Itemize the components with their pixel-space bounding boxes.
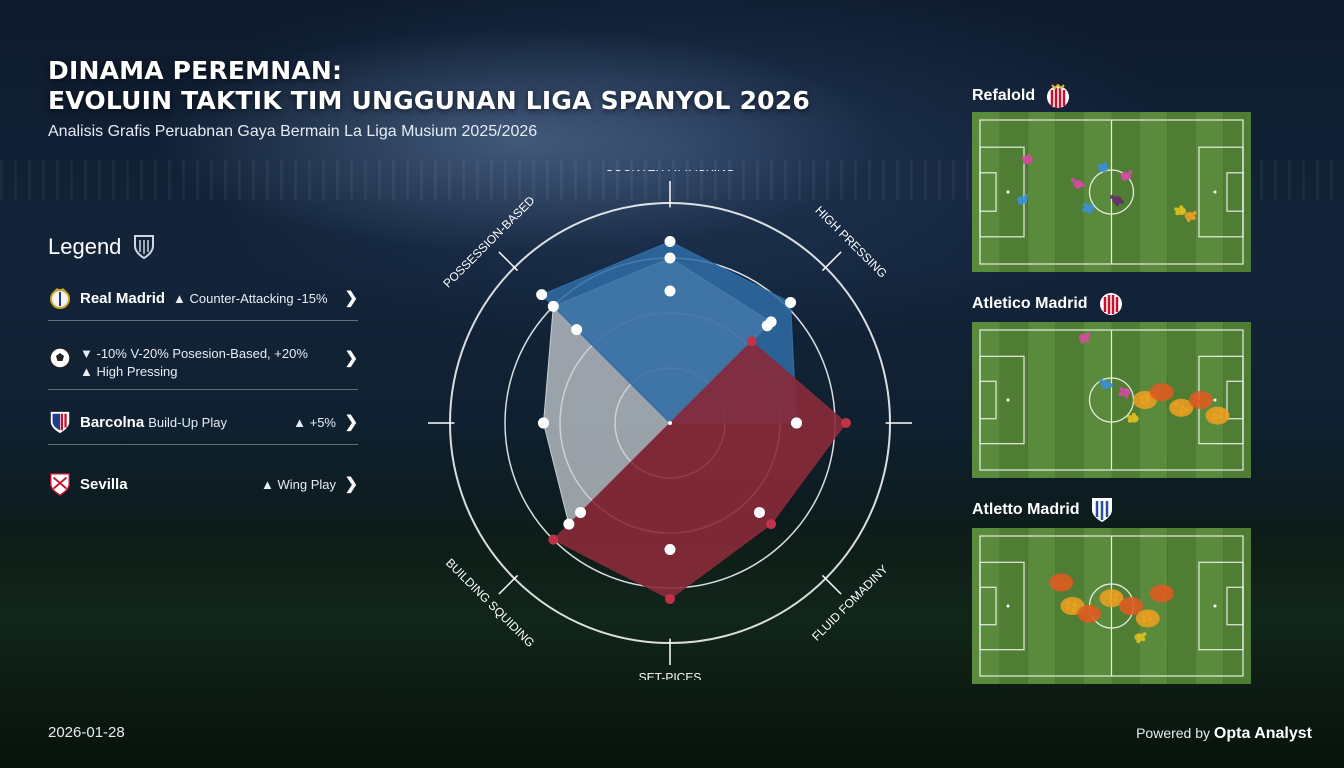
crest-icon bbox=[1099, 293, 1122, 315]
radar-point bbox=[664, 236, 676, 247]
radar-center bbox=[668, 421, 672, 425]
pitch-heatmap-2 bbox=[972, 322, 1251, 478]
legend-row-change[interactable]: ▼ -10% V-20% Posesion-Based, +20% ▲ High… bbox=[48, 346, 358, 390]
radar-point bbox=[761, 320, 773, 332]
radar-point bbox=[547, 300, 559, 312]
legend-change: ▲ +5% bbox=[293, 414, 336, 430]
legend-row-real-madrid[interactable]: Real Madrid ▲ Counter-Attacking -15% ❯ bbox=[48, 286, 358, 321]
legend-header: Legend bbox=[48, 234, 155, 260]
radar-axis-tick bbox=[498, 574, 519, 595]
legend-title: Legend bbox=[48, 234, 122, 259]
page-subtitle: Analisis Grafis Peruabnan Gaya Bermain L… bbox=[48, 123, 538, 140]
legend-team-name: Real Madrid bbox=[80, 289, 166, 307]
legend-team-desc: ▲ Counter-Attacking -15% bbox=[173, 290, 328, 306]
radar-point bbox=[664, 285, 676, 297]
radar-point bbox=[664, 544, 676, 555]
title-line-2: EVOLUIN TAKTIK TIM UNGGUNAN LIGA SPANYOL… bbox=[48, 86, 810, 115]
radar-point bbox=[536, 289, 548, 301]
footer-powered: Powered by Opta Analyst bbox=[1136, 725, 1312, 742]
legend-team-name: Barcolna bbox=[80, 413, 145, 431]
radar-axis-label: COUNTER-ATTACKING bbox=[605, 170, 735, 174]
radar-axis-tick bbox=[821, 574, 842, 595]
radar-point bbox=[575, 506, 587, 518]
radar-point bbox=[538, 417, 549, 429]
shield-icon bbox=[134, 235, 155, 260]
radar-point bbox=[571, 324, 583, 336]
radar-axis-tick bbox=[821, 251, 842, 272]
radar-point bbox=[785, 296, 797, 308]
panel-title-3: Atletto Madrid bbox=[972, 496, 1114, 524]
radar-point bbox=[548, 534, 559, 545]
crest-icon bbox=[1091, 498, 1112, 522]
radar-axis-label: BEHOVPLAY bbox=[420, 387, 421, 459]
radar-axis-label: BUILDING SQUIDING bbox=[443, 556, 537, 650]
title-line-1: DINAMA PEREMNAN: bbox=[48, 56, 343, 85]
radar-axis-label: SET-PICES bbox=[639, 670, 702, 680]
legend-change-line-2: ▲ High Pressing bbox=[80, 364, 178, 379]
radar-point bbox=[841, 418, 851, 428]
crest-icon bbox=[1047, 83, 1070, 108]
panel-title-1: Refalold bbox=[972, 82, 1071, 110]
triangle-up-icon: ▲ bbox=[80, 364, 93, 379]
radar-point bbox=[563, 518, 575, 530]
pitch-heatmap-1 bbox=[972, 112, 1251, 272]
legend-row-barcelona[interactable]: Barcolna Build-Up Play ▲ +5% ❯ bbox=[48, 410, 358, 445]
legend-change-line-1: ▼ -10% V-20% Posesion-Based, +20% bbox=[80, 346, 308, 361]
radar-point bbox=[665, 594, 675, 604]
radar-axis-label: SETPIECES bbox=[919, 389, 920, 456]
radar-point bbox=[753, 506, 765, 518]
sevilla-crest-icon bbox=[50, 473, 70, 496]
legend-team-desc: Build-Up Play bbox=[148, 414, 227, 430]
radar-chart: COUNTER-ATTACKINGHIGH PRESSINGSETPIECESF… bbox=[407, 160, 933, 684]
chevron-right-icon: ❯ bbox=[344, 290, 358, 307]
chevron-right-icon: ❯ bbox=[344, 350, 358, 367]
triangle-down-icon: ▼ bbox=[80, 346, 93, 361]
footer-date: 2026-01-28 bbox=[48, 724, 125, 741]
radar-axis-label: FLUID FOMADINY bbox=[809, 562, 891, 644]
radar-svg: COUNTER-ATTACKINGHIGH PRESSINGSETPIECESF… bbox=[407, 160, 933, 684]
chevron-right-icon: ❯ bbox=[344, 476, 358, 493]
ball-icon bbox=[49, 347, 71, 369]
page-title: DINAMA PEREMNAN: EVOLUIN TAKTIK TIM UNGG… bbox=[48, 56, 810, 116]
atletico-crest-icon bbox=[50, 411, 70, 434]
radar-point bbox=[664, 252, 676, 264]
radar-axis-tick bbox=[498, 251, 519, 272]
radar-point bbox=[791, 417, 802, 429]
legend-team-desc: ▲ Wing Play bbox=[260, 476, 336, 492]
panel-title-2: Atletico Madrid bbox=[972, 290, 1124, 318]
pitch-heatmap-3 bbox=[972, 528, 1251, 684]
radar-point bbox=[746, 336, 757, 347]
legend-team-name: Sevilla bbox=[80, 475, 128, 493]
legend-row-sevilla[interactable]: Sevilla ▲ Wing Play ❯ bbox=[48, 472, 358, 496]
real-madrid-crest-icon bbox=[50, 288, 70, 309]
chevron-right-icon: ❯ bbox=[344, 414, 358, 431]
radar-point bbox=[766, 519, 777, 530]
radar-axis-label: POSSESSION-BASED bbox=[440, 193, 537, 290]
